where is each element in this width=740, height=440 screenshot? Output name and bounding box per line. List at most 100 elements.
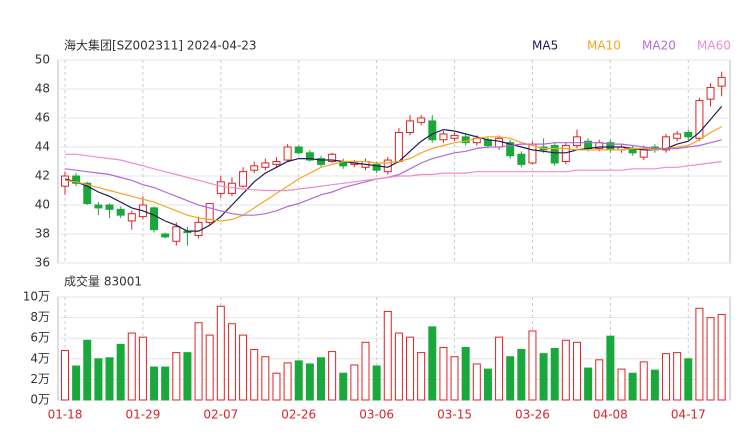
volume-bar (372, 365, 381, 401)
x-tick-label: 01-18 (48, 408, 83, 422)
y-tick-label: 44 (35, 140, 50, 154)
ma-line (65, 153, 722, 192)
x-tick-label: 04-17 (671, 408, 706, 422)
y-tick-label: 2万 (30, 372, 50, 386)
volume-bar (383, 310, 392, 401)
legend-label: MA20 (642, 39, 676, 53)
x-tick-label: 01-29 (125, 408, 160, 422)
candle-body (717, 76, 726, 87)
candle-body (250, 165, 259, 171)
candle-body (517, 153, 526, 165)
candle-body (439, 133, 448, 141)
volume-title: 成交量 83001 (64, 274, 142, 289)
volume-bar (662, 353, 671, 401)
volume-bar (472, 363, 481, 401)
candle-body (550, 145, 559, 164)
volume-bar (294, 360, 303, 401)
volume-bar (361, 341, 370, 401)
ma-line (64, 126, 722, 222)
volume-bar (316, 357, 325, 401)
candle-body (305, 152, 314, 161)
volume-bar (695, 307, 704, 401)
candle-body (127, 213, 136, 222)
y-tick-label: 46 (35, 111, 50, 125)
candle-body (239, 171, 248, 187)
y-tick-label: 0万 (30, 393, 50, 407)
candle-body (316, 158, 325, 165)
volume-bar (150, 366, 159, 401)
candle-body (72, 175, 81, 184)
ma-line (64, 139, 722, 216)
x-tick-label: 04-08 (593, 408, 628, 422)
volume-bar (539, 353, 548, 401)
volume-bar (161, 366, 170, 401)
legend-label: MA10 (587, 39, 621, 53)
volume-bar (495, 336, 504, 401)
legend-label: MA60 (697, 39, 731, 53)
candle-body (528, 143, 537, 164)
candle-body (283, 146, 292, 161)
chart-title: 海大集团[SZ002311] 2024-04-23 (64, 38, 257, 53)
candle-body (684, 132, 693, 138)
volume-bar (673, 352, 682, 401)
candle-body (406, 120, 415, 134)
candle-body (561, 145, 570, 163)
volume-bar (572, 341, 581, 401)
y-tick-label: 10万 (23, 290, 50, 304)
volume-bar (617, 368, 626, 401)
volume-bar (628, 372, 637, 401)
y-tick-label: 50 (35, 53, 50, 67)
candle-body (372, 163, 381, 171)
volume-bar (261, 356, 270, 401)
volume-bar (528, 330, 537, 401)
volume-bar (216, 305, 225, 401)
volume-bar (272, 372, 281, 401)
volume-bar (483, 368, 492, 401)
volume-bar (116, 343, 125, 401)
candle-body (695, 100, 704, 139)
candle-body (150, 207, 159, 231)
volume-bar (172, 352, 181, 401)
volume-bar (127, 332, 136, 401)
volume-bar (517, 349, 526, 401)
ma-line (64, 106, 723, 232)
volume-bar (450, 356, 459, 401)
candle-body (83, 182, 92, 205)
volume-bar (105, 357, 114, 401)
legend-label: MA5 (532, 39, 558, 53)
volume-bar (239, 334, 248, 401)
volume-bar (61, 350, 69, 401)
volume-bar (428, 326, 437, 401)
volume-bar (283, 362, 292, 401)
volume-bar (72, 365, 81, 401)
candle-body (506, 142, 515, 157)
candle-body (172, 226, 181, 242)
candle-body (706, 87, 715, 100)
x-tick-label: 03-06 (359, 408, 394, 422)
volume-bar (339, 372, 348, 401)
volume-bar (227, 323, 236, 401)
volume-bar (650, 369, 659, 401)
candle-body (161, 233, 170, 238)
x-tick-label: 02-26 (281, 408, 316, 422)
candle-body (673, 133, 682, 139)
volume-bar (584, 367, 593, 401)
volume-bar (550, 348, 559, 401)
candle-body (417, 117, 426, 123)
candle-body (428, 120, 437, 141)
y-tick-label: 40 (35, 198, 50, 212)
volume-bar (506, 356, 515, 401)
volume-bar (639, 361, 648, 401)
candle-body (394, 132, 403, 162)
volume-bar (561, 339, 570, 401)
candle-body (116, 208, 125, 216)
candle-body (272, 161, 281, 165)
candle-body (194, 221, 203, 236)
candle-body (294, 146, 303, 154)
y-tick-label: 42 (35, 169, 50, 183)
candle-body (205, 203, 214, 223)
volume-bar (606, 335, 615, 401)
candle-body (261, 162, 270, 168)
volume-bar (250, 349, 259, 401)
